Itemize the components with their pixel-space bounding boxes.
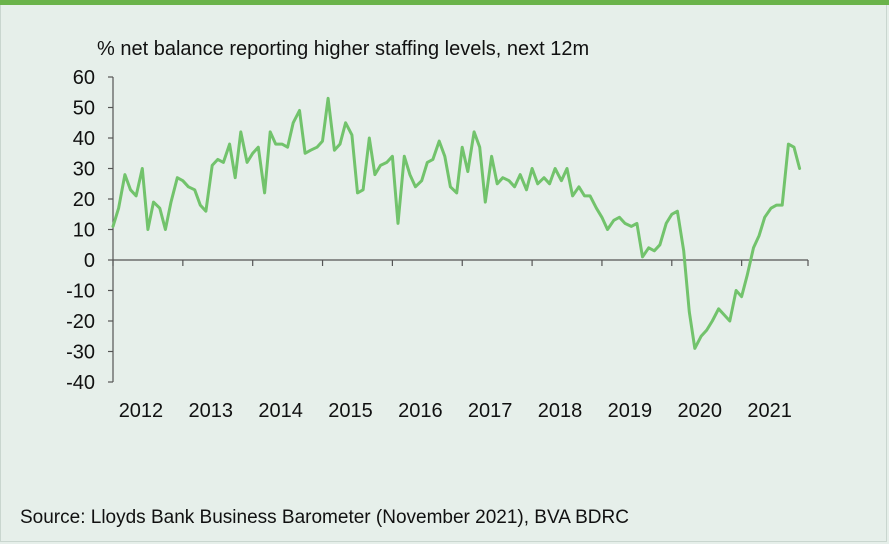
- y-tick-label: 40: [73, 128, 95, 150]
- x-tick-label: 2021: [747, 400, 792, 422]
- y-tick-label: -20: [66, 311, 95, 333]
- y-tick-label: -40: [66, 372, 95, 394]
- x-tick-label: 2017: [468, 400, 513, 422]
- series-line-staffing: [111, 96, 802, 350]
- y-tick-label: 10: [73, 220, 95, 242]
- chart-frame: [0, 5, 887, 542]
- x-tick-label: 2012: [119, 400, 164, 422]
- x-axis: 2012 2013 2014 2015 2016 2017 2018 2019 2020 2021: [112, 259, 809, 422]
- x-tick-label: 2015: [328, 400, 373, 422]
- source-note: Source: Lloyds Bank Business Barometer (…: [20, 507, 629, 528]
- plot-area: [111, 96, 802, 350]
- x-tick-label: 2016: [398, 400, 443, 422]
- y-axis: 60 50 40 30 20 10 0 -10 -20 -30 -40: [66, 67, 114, 394]
- y-tick-label: 30: [73, 159, 95, 181]
- y-tick-label: -10: [66, 281, 95, 303]
- y-tick-label: 20: [73, 189, 95, 211]
- x-tick-label: 2014: [258, 400, 303, 422]
- x-tick-label: 2018: [538, 400, 583, 422]
- y-tick-label: -30: [66, 342, 95, 364]
- y-tick-label: 50: [73, 98, 95, 120]
- chart-title: % net balance reporting higher staffing …: [97, 38, 589, 60]
- x-tick-label: 2020: [677, 400, 722, 422]
- x-tick-label: 2013: [189, 400, 234, 422]
- y-tick-label: 0: [84, 250, 95, 272]
- top-accent-bar: [0, 0, 889, 5]
- y-tick-label: 60: [73, 67, 95, 89]
- x-tick-label: 2019: [608, 400, 653, 422]
